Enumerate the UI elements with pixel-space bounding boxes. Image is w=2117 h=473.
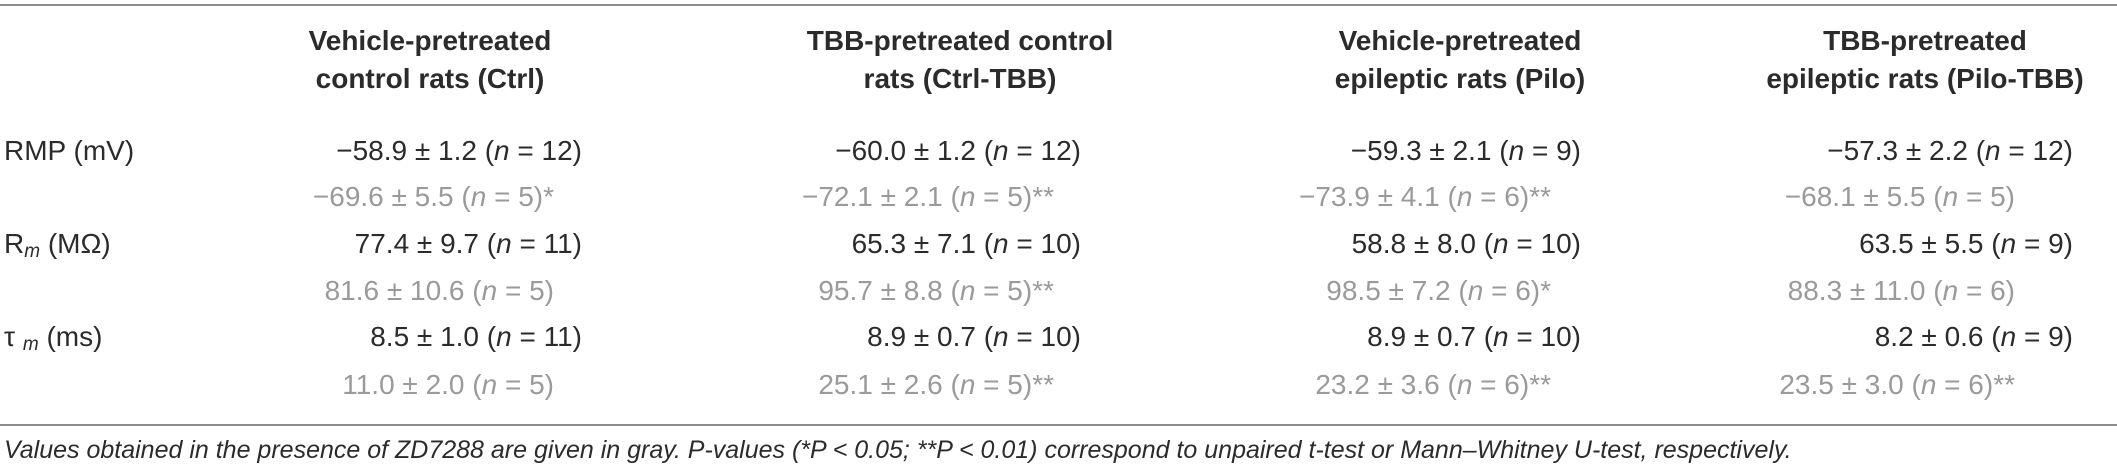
column-header-line2: rats (Ctrl-TBB)	[863, 63, 1057, 94]
table-cell-gray: −68.1 ± 5.5 (n = 5)	[1784, 181, 2015, 212]
column-header-ctrl-tbb: TBB-pretreated control rats (Ctrl-TBB)	[740, 22, 1180, 102]
row-label-unit: (MΩ)	[40, 228, 111, 259]
table-cell-gray: 95.7 ± 8.8 (n = 5)**	[818, 275, 1054, 306]
table-cell: −59.3 ± 2.1 (n = 9)	[1350, 135, 1581, 166]
row-label-text: RMP (mV)	[4, 135, 135, 166]
table-cell: −60.0 ± 1.2 (n = 12)	[835, 135, 1081, 166]
row-label-tau-m: τ m (ms)	[4, 320, 102, 362]
table-footnote: Values obtained in the presence of ZD728…	[4, 436, 1792, 464]
row-label-text: τ	[4, 321, 23, 352]
table-bottom-rule	[0, 424, 2117, 426]
table-cell-gray: 88.3 ± 11.0 (n = 6)	[1787, 275, 2015, 306]
column-header-line2: epileptic rats (Pilo-TBB)	[1766, 63, 2084, 94]
column-header-pilo: Vehicle-pretreated epileptic rats (Pilo)	[1240, 22, 1680, 102]
table-cell: 8.5 ± 1.0 (n = 11)	[370, 321, 582, 352]
table-cell-gray: −72.1 ± 2.1 (n = 5)**	[802, 181, 1054, 212]
table-cell: −58.9 ± 1.2 (n = 12)	[336, 135, 582, 166]
row-label-text: R	[4, 228, 25, 259]
column-header-line1: Vehicle-pretreated	[308, 25, 552, 56]
table-cell-gray: 23.2 ± 3.6 (n = 6)**	[1315, 369, 1551, 400]
table-cell: 8.9 ± 0.7 (n = 10)	[867, 321, 1081, 352]
row-label-subscript: m	[22, 334, 39, 355]
column-header-line2: epileptic rats (Pilo)	[1334, 63, 1586, 94]
column-header-line1: Vehicle-pretreated	[1338, 25, 1582, 56]
table-cell-gray: 98.5 ± 7.2 (n = 6)*	[1326, 275, 1551, 306]
table-cell: 63.5 ± 5.5 (n = 9)	[1859, 228, 2073, 259]
row-label-rmp: RMP (mV)	[4, 134, 134, 168]
table-cell-gray: −73.9 ± 4.1 (n = 6)**	[1299, 181, 1551, 212]
table-cell: 77.4 ± 9.7 (n = 11)	[354, 228, 582, 259]
table-cell-gray: 23.5 ± 3.0 (n = 6)**	[1779, 369, 2015, 400]
row-label-subscript: m	[24, 241, 41, 262]
table-cell: 58.8 ± 8.0 (n = 10)	[1351, 228, 1581, 259]
column-header-line2: control rats (Ctrl)	[315, 63, 545, 94]
column-header-line1: TBB-pretreated	[1823, 25, 2027, 56]
table-cell: 65.3 ± 7.1 (n = 10)	[851, 228, 1081, 259]
table-cell-gray: −69.6 ± 5.5 (n = 5)*	[312, 181, 554, 212]
table-cell-gray: 11.0 ± 2.0 (n = 5)	[342, 369, 554, 400]
table-cell: 8.9 ± 0.7 (n = 10)	[1367, 321, 1581, 352]
column-header-pilo-tbb: TBB-pretreated epileptic rats (Pilo-TBB)	[1735, 22, 2115, 102]
table-cell-gray: 25.1 ± 2.6 (n = 5)**	[818, 369, 1054, 400]
column-header-ctrl: Vehicle-pretreated control rats (Ctrl)	[210, 22, 650, 102]
row-label-rm: Rm (MΩ)	[4, 227, 111, 269]
table-top-rule	[0, 4, 2117, 6]
row-label-unit: (ms)	[38, 321, 103, 352]
table-cell-gray: 81.6 ± 10.6 (n = 5)	[324, 275, 554, 306]
table-cell: −57.3 ± 2.2 (n = 12)	[1827, 135, 2073, 166]
column-header-line1: TBB-pretreated control	[806, 25, 1114, 56]
table-cell: 8.2 ± 0.6 (n = 9)	[1874, 321, 2073, 352]
